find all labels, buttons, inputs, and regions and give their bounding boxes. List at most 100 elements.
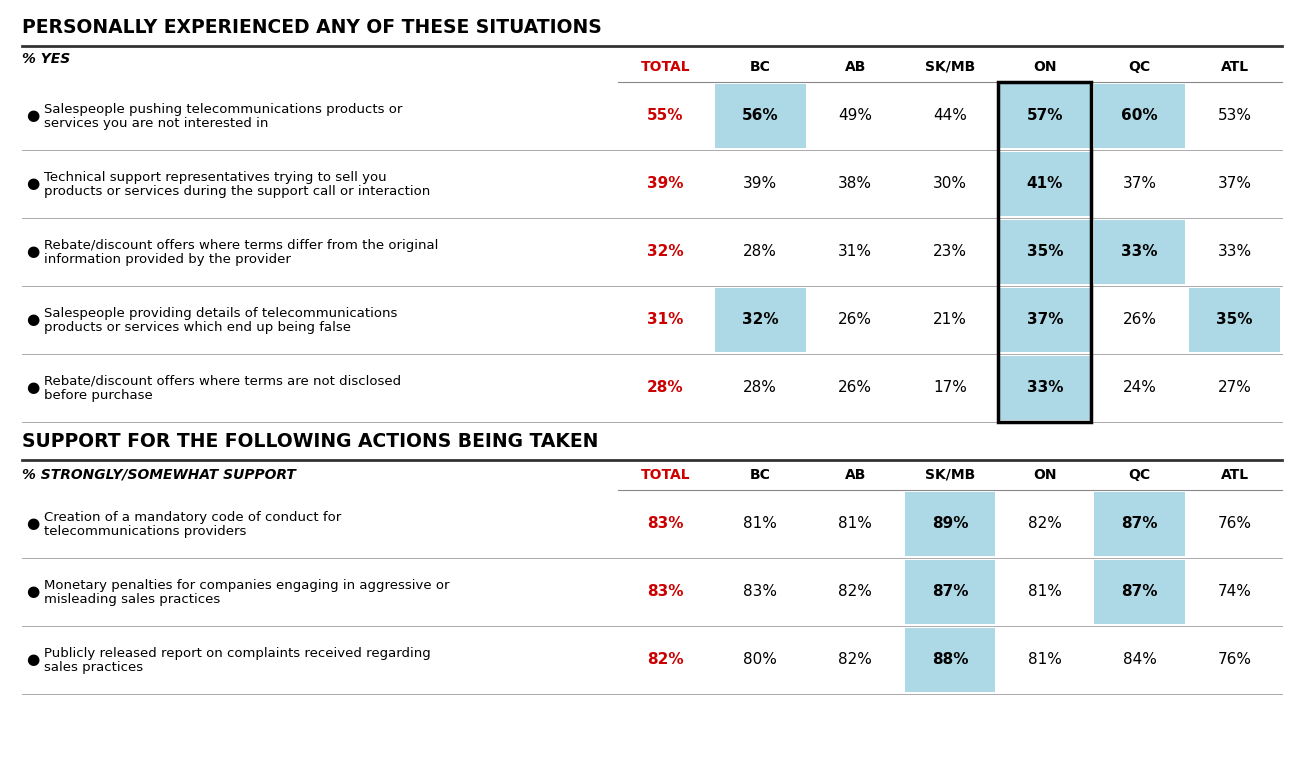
Bar xyxy=(715,84,806,148)
Text: 80%: 80% xyxy=(743,652,777,668)
Bar xyxy=(999,356,1090,420)
Text: Creation of a mandatory code of conduct for: Creation of a mandatory code of conduct … xyxy=(44,510,342,523)
Text: % STRONGLY/SOMEWHAT SUPPORT: % STRONGLY/SOMEWHAT SUPPORT xyxy=(22,468,296,482)
Text: 26%: 26% xyxy=(838,381,872,395)
Text: 49%: 49% xyxy=(838,108,872,124)
Text: 27%: 27% xyxy=(1218,381,1252,395)
Bar xyxy=(1189,288,1281,352)
Text: ATL: ATL xyxy=(1221,468,1249,482)
Text: Monetary penalties for companies engaging in aggressive or: Monetary penalties for companies engagin… xyxy=(44,578,450,591)
Text: ●: ● xyxy=(26,313,39,327)
Text: 39%: 39% xyxy=(647,176,683,192)
Text: 76%: 76% xyxy=(1218,652,1252,668)
Bar xyxy=(999,84,1090,148)
Bar xyxy=(1094,220,1185,284)
Text: 82%: 82% xyxy=(838,652,872,668)
Bar xyxy=(1094,492,1185,556)
Text: 28%: 28% xyxy=(743,381,777,395)
Bar xyxy=(905,628,995,692)
Text: Salespeople providing details of telecommunications: Salespeople providing details of telecom… xyxy=(44,307,398,320)
Text: 83%: 83% xyxy=(743,584,777,600)
Text: 81%: 81% xyxy=(743,517,777,532)
Text: services you are not interested in: services you are not interested in xyxy=(44,117,269,130)
Text: 81%: 81% xyxy=(1028,584,1061,600)
Text: 44%: 44% xyxy=(934,108,968,124)
Text: sales practices: sales practices xyxy=(44,661,143,674)
Text: 38%: 38% xyxy=(838,176,872,192)
Bar xyxy=(905,560,995,624)
Bar xyxy=(999,288,1090,352)
Text: 87%: 87% xyxy=(1121,584,1158,600)
Text: 32%: 32% xyxy=(742,313,778,327)
Text: SUPPORT FOR THE FOLLOWING ACTIONS BEING TAKEN: SUPPORT FOR THE FOLLOWING ACTIONS BEING … xyxy=(22,432,599,451)
Text: 39%: 39% xyxy=(743,176,777,192)
Text: ON: ON xyxy=(1033,60,1056,74)
Text: ●: ● xyxy=(26,381,39,395)
Text: 89%: 89% xyxy=(932,517,969,532)
Text: 31%: 31% xyxy=(647,313,683,327)
Text: Rebate/discount offers where terms are not disclosed: Rebate/discount offers where terms are n… xyxy=(44,375,402,388)
Text: 26%: 26% xyxy=(838,313,872,327)
Text: information provided by the provider: information provided by the provider xyxy=(44,253,291,266)
Text: TOTAL: TOTAL xyxy=(640,60,690,74)
Bar xyxy=(999,152,1090,216)
Text: 56%: 56% xyxy=(742,108,778,124)
Text: 57%: 57% xyxy=(1026,108,1063,124)
Text: AB: AB xyxy=(845,468,866,482)
Bar xyxy=(905,492,995,556)
Text: ATL: ATL xyxy=(1221,60,1249,74)
Text: 88%: 88% xyxy=(932,652,969,668)
Text: ●: ● xyxy=(26,517,39,532)
Text: 26%: 26% xyxy=(1123,313,1157,327)
Text: Rebate/discount offers where terms differ from the original: Rebate/discount offers where terms diffe… xyxy=(44,239,438,252)
Text: Salespeople pushing telecommunications products or: Salespeople pushing telecommunications p… xyxy=(44,102,403,115)
Text: 21%: 21% xyxy=(934,313,968,327)
Text: 82%: 82% xyxy=(1028,517,1061,532)
Text: ●: ● xyxy=(26,176,39,192)
Text: misleading sales practices: misleading sales practices xyxy=(44,593,220,606)
Text: 84%: 84% xyxy=(1123,652,1157,668)
Text: 60%: 60% xyxy=(1121,108,1158,124)
Text: Publicly released report on complaints received regarding: Publicly released report on complaints r… xyxy=(44,646,430,659)
Text: 37%: 37% xyxy=(1218,176,1252,192)
Bar xyxy=(1094,560,1185,624)
Text: products or services during the support call or interaction: products or services during the support … xyxy=(44,185,430,198)
Text: 33%: 33% xyxy=(1218,244,1252,259)
Text: PERSONALLY EXPERIENCED ANY OF THESE SITUATIONS: PERSONALLY EXPERIENCED ANY OF THESE SITU… xyxy=(22,18,601,37)
Text: SK/MB: SK/MB xyxy=(925,60,975,74)
Text: products or services which end up being false: products or services which end up being … xyxy=(44,320,351,333)
Text: 37%: 37% xyxy=(1026,313,1063,327)
Text: TOTAL: TOTAL xyxy=(640,468,690,482)
Text: 23%: 23% xyxy=(932,244,968,259)
Text: 83%: 83% xyxy=(647,517,683,532)
Text: before purchase: before purchase xyxy=(44,388,153,401)
Text: QC: QC xyxy=(1129,60,1150,74)
Text: ●: ● xyxy=(26,244,39,259)
Text: 33%: 33% xyxy=(1026,381,1063,395)
Text: ●: ● xyxy=(26,584,39,600)
Text: 82%: 82% xyxy=(647,652,683,668)
Text: 82%: 82% xyxy=(838,584,872,600)
Text: 32%: 32% xyxy=(647,244,683,259)
Bar xyxy=(999,220,1090,284)
Text: telecommunications providers: telecommunications providers xyxy=(44,524,246,537)
Text: Technical support representatives trying to sell you: Technical support representatives trying… xyxy=(44,170,386,183)
Text: AB: AB xyxy=(845,60,866,74)
Text: 76%: 76% xyxy=(1218,517,1252,532)
Text: 24%: 24% xyxy=(1123,381,1157,395)
Bar xyxy=(715,288,806,352)
Bar xyxy=(999,82,1091,422)
Text: QC: QC xyxy=(1129,468,1150,482)
Text: 30%: 30% xyxy=(932,176,968,192)
Text: BC: BC xyxy=(750,468,771,482)
Text: 74%: 74% xyxy=(1218,584,1252,600)
Text: 33%: 33% xyxy=(1121,244,1158,259)
Text: 81%: 81% xyxy=(838,517,872,532)
Text: 41%: 41% xyxy=(1026,176,1063,192)
Text: ON: ON xyxy=(1033,468,1056,482)
Text: 35%: 35% xyxy=(1217,313,1253,327)
Text: 53%: 53% xyxy=(1218,108,1252,124)
Bar xyxy=(1094,84,1185,148)
Text: 37%: 37% xyxy=(1123,176,1157,192)
Text: BC: BC xyxy=(750,60,771,74)
